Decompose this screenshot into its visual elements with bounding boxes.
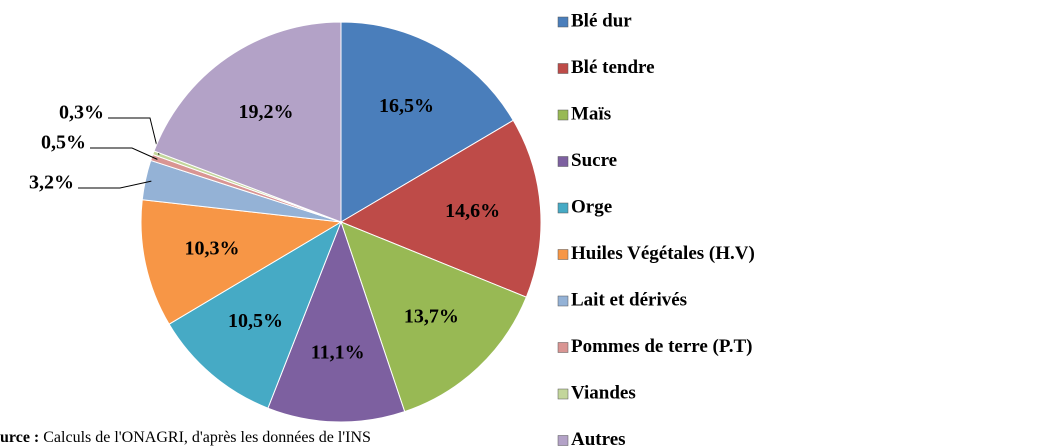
leader-line (78, 180, 152, 189)
data-label: 13,7% (404, 306, 459, 328)
pie-slice (339, 119, 542, 298)
legend-label: Autres (571, 429, 626, 448)
data-label: 14,6% (445, 200, 500, 222)
data-label: 16,5% (379, 95, 434, 117)
legend-label: Huiles Végétales (H.V) (571, 243, 755, 264)
legend-label: Viandes (571, 382, 636, 403)
pie-slice (340, 21, 514, 223)
legend-swatch (557, 156, 569, 167)
legend-label: Orge (571, 196, 612, 217)
source-label: urce : (0, 429, 39, 446)
legend-label: Blé dur (571, 10, 632, 31)
legend-swatch (557, 295, 569, 307)
legend-label: Pommes de terre (P.T) (571, 336, 753, 357)
pie-slice (267, 220, 406, 423)
legend-swatch (557, 63, 569, 74)
legend-swatch (557, 202, 569, 214)
pie-slice (340, 221, 527, 413)
data-label: 19,2% (239, 101, 294, 123)
data-label: 10,3% (184, 237, 239, 259)
data-label: 10,5% (228, 310, 283, 332)
pie-slice (168, 220, 342, 409)
source-text: Calculs de l'ONAGRI, d'après les données… (43, 429, 371, 446)
leader-line (90, 147, 158, 160)
data-label: 3,2% (29, 172, 74, 194)
legend-swatch (557, 388, 569, 400)
data-label: 0,3% (59, 102, 104, 124)
legend-swatch (557, 16, 569, 28)
legend-label: Maïs (571, 103, 611, 124)
pie-slice (140, 199, 343, 325)
legend-label: Lait et dérivés (571, 289, 687, 310)
legend-swatch (557, 435, 569, 446)
legend-swatch (557, 342, 569, 353)
pie-slice (153, 21, 342, 223)
leader-line (108, 117, 160, 155)
source: urce : Calculs de l'ONAGRI, d'après les … (0, 429, 371, 446)
legend-swatch (557, 249, 569, 260)
legend-swatch (557, 109, 569, 121)
legend-label: Sucre (571, 150, 617, 171)
data-label: 11,1% (311, 342, 365, 364)
data-label: 0,5% (41, 132, 86, 154)
legend-label: Blé tendre (571, 57, 655, 78)
